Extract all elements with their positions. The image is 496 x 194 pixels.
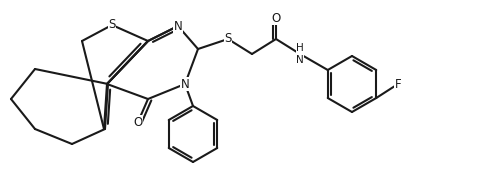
Text: H
N: H N [296, 43, 304, 65]
Text: S: S [108, 18, 116, 31]
Text: N: N [174, 20, 183, 33]
Text: F: F [395, 77, 401, 90]
Text: O: O [271, 11, 281, 24]
Text: N: N [181, 77, 189, 90]
Text: O: O [133, 115, 143, 128]
Text: S: S [224, 33, 232, 46]
